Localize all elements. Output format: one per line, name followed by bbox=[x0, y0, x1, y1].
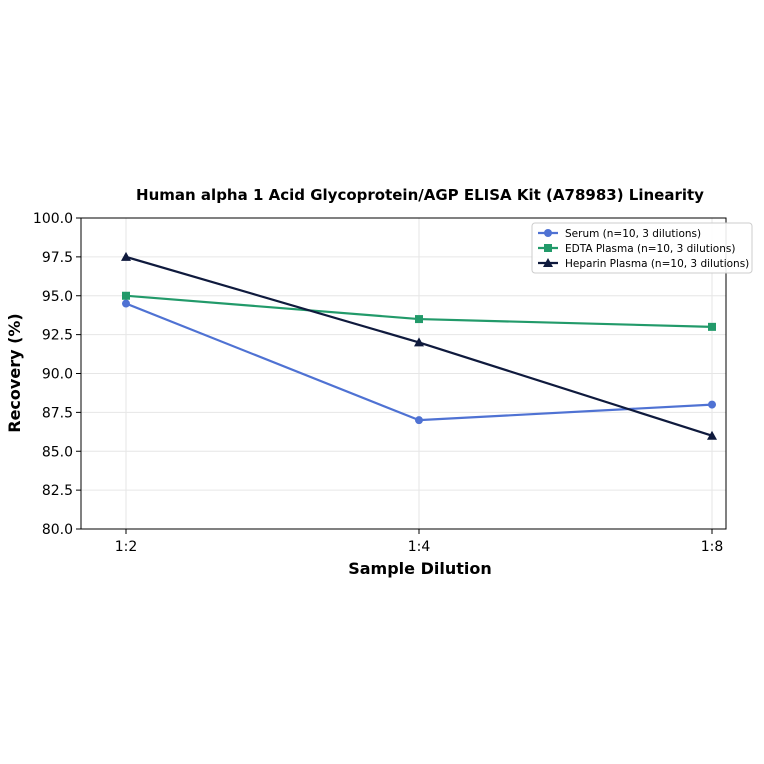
series-group bbox=[121, 251, 717, 440]
data-point bbox=[415, 416, 423, 425]
y-tick-label: 100.0 bbox=[33, 211, 73, 227]
y-tick-label: 80.0 bbox=[42, 522, 73, 538]
series-1 bbox=[122, 299, 716, 425]
y-tick-label: 92.5 bbox=[42, 328, 73, 344]
y-tick-label: 97.5 bbox=[42, 250, 73, 266]
legend-marker bbox=[544, 229, 552, 237]
y-tick-label: 82.5 bbox=[42, 483, 73, 499]
data-point bbox=[415, 315, 423, 324]
x-axis-label: Sample Dilution bbox=[348, 559, 492, 578]
x-tick-label: 1:4 bbox=[408, 539, 431, 555]
y-tick-label: 95.0 bbox=[42, 289, 73, 305]
legend-label: Serum (n=10, 3 dilutions) bbox=[565, 228, 701, 240]
y-tick-label: 90.0 bbox=[42, 367, 73, 383]
legend-label: Heparin Plasma (n=10, 3 dilutions) bbox=[565, 258, 749, 270]
series-3 bbox=[121, 251, 717, 440]
y-tick-label: 85.0 bbox=[42, 444, 73, 460]
series-2 bbox=[122, 291, 716, 331]
data-point bbox=[414, 337, 424, 347]
legend-marker bbox=[543, 258, 553, 267]
legend-entry: Heparin Plasma (n=10, 3 dilutions) bbox=[538, 258, 749, 270]
x-tick-label: 1:2 bbox=[115, 539, 138, 555]
legend-label: EDTA Plasma (n=10, 3 dilutions) bbox=[565, 243, 735, 255]
data-point bbox=[122, 291, 130, 300]
legend-entry: EDTA Plasma (n=10, 3 dilutions) bbox=[538, 243, 735, 255]
x-tick-label: 1:8 bbox=[701, 539, 724, 555]
legend-marker bbox=[544, 244, 552, 252]
legend-box bbox=[531, 222, 753, 274]
data-point bbox=[708, 400, 716, 409]
x-axis: 1:2 1:4 1:8 bbox=[115, 529, 724, 555]
data-point bbox=[707, 430, 717, 440]
data-point bbox=[708, 322, 716, 331]
legend-entry: Serum (n=10, 3 dilutions) bbox=[538, 228, 701, 240]
data-point bbox=[121, 251, 131, 261]
data-point bbox=[122, 299, 130, 308]
y-axis-label: Recovery (%) bbox=[5, 313, 24, 432]
chart-title: Human alpha 1 Acid Glycoprotein/AGP ELIS… bbox=[136, 186, 704, 204]
y-tick-label: 87.5 bbox=[42, 405, 73, 421]
y-axis: 80.0 82.5 85.0 87.5 90.0 92.5 95.0 97.5 100.0 bbox=[33, 211, 81, 538]
legend: Serum (n=10, 3 dilutions) EDTA Plasma (n=… bbox=[531, 222, 753, 274]
